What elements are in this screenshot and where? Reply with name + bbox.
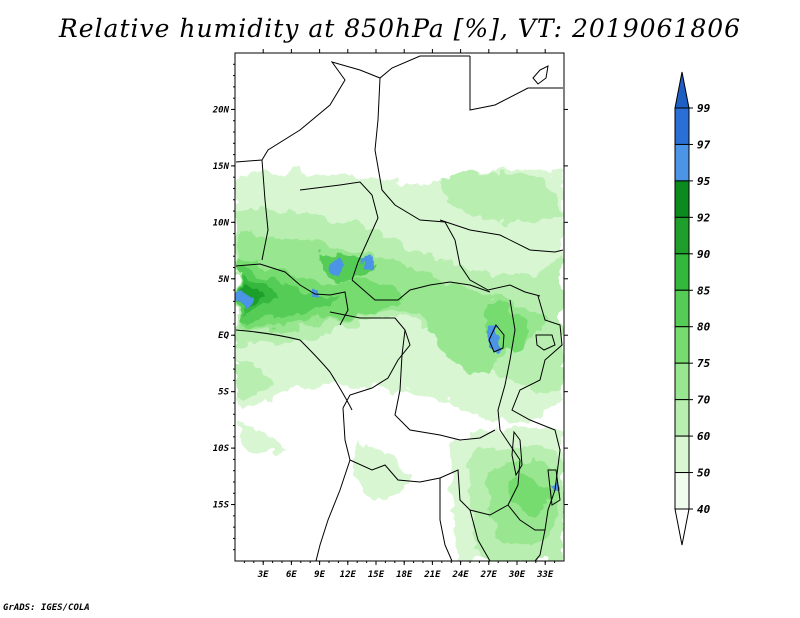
colorbar-segment (674, 253, 690, 291)
colorbar-label: 85 (697, 284, 711, 297)
lon-tick-label: 9E (314, 570, 325, 580)
colorbar-bottom-arrow (674, 508, 690, 546)
colorbar-segment (674, 326, 690, 364)
colorbar-segment (674, 435, 690, 474)
colorbar (674, 71, 693, 546)
lat-tick-label: 15S (213, 501, 230, 511)
map-frame (234, 52, 565, 562)
country-borders (235, 55, 564, 561)
colorbar-label: 50 (697, 467, 711, 480)
longitude-tick-labels: 3E 6E 9E 12E 15E 18E 21E 24E 27E 30E 33E (257, 570, 554, 580)
colorbar-label: 95 (697, 175, 711, 188)
colorbar-top-arrow (674, 71, 690, 109)
colorbar-labels: 99 97 95 92 90 85 80 75 70 60 50 40 (697, 102, 711, 516)
lat-tick-label: 20N (212, 105, 230, 115)
lat-tick-label: 5S (218, 388, 229, 398)
lon-tick-label: 15E (368, 570, 385, 580)
colorbar-label: 75 (697, 357, 711, 370)
colorbar-label: 70 (697, 394, 711, 407)
lon-tick-label: 27E (480, 570, 498, 580)
humidity-field (236, 168, 563, 561)
colorbar-segment (674, 472, 690, 510)
latitude-tick-labels: 20N 15N 10N 5N EQ 5S 10S 15S (212, 105, 230, 510)
colorbar-segment (674, 180, 690, 218)
map-title: Relative humidity at 850hPa [%], VT: 201… (58, 14, 742, 43)
colorbar-label: 90 (697, 248, 711, 261)
colorbar-segment (674, 362, 690, 401)
lon-tick-label: 6E (286, 570, 297, 580)
grads-credit: GrADS: IGES/COLA (3, 603, 90, 613)
lat-tick-label: 5N (218, 275, 229, 285)
colorbar-label: 92 (697, 211, 711, 224)
colorbar-label: 99 (697, 102, 711, 115)
lat-tick-label: 10S (213, 444, 230, 454)
lon-tick-label: 24E (451, 570, 469, 580)
colorbar-segment (674, 143, 690, 182)
colorbar-label: 80 (697, 321, 711, 334)
lon-tick-label: 21E (423, 570, 441, 580)
lon-tick-label: 33E (536, 570, 554, 580)
lon-tick-label: 18E (396, 570, 413, 580)
colorbar-segment (674, 107, 690, 145)
lat-tick-label: EQ (218, 331, 229, 341)
lat-tick-label: 15N (213, 162, 230, 172)
lat-tick-label: 10N (213, 218, 230, 228)
lon-tick-label: 12E (340, 570, 357, 580)
colorbar-label: 60 (697, 430, 711, 443)
lon-tick-label: 30E (508, 570, 526, 580)
colorbar-segment (674, 289, 690, 328)
axis-ticks (231, 49, 568, 565)
colorbar-segment (674, 216, 690, 255)
colorbar-segment (674, 399, 690, 437)
colorbar-label: 40 (697, 503, 711, 516)
colorbar-label: 97 (697, 138, 711, 151)
lon-tick-label: 3E (257, 570, 269, 580)
